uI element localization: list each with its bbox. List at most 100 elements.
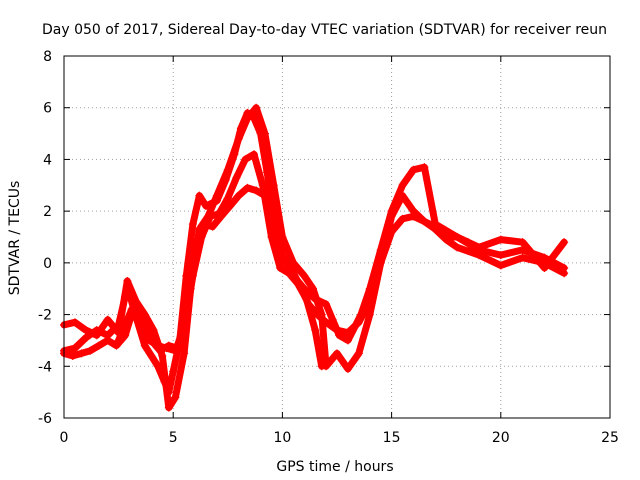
data-point — [453, 233, 462, 241]
data-point — [169, 367, 178, 376]
y-tick-label: 6 — [43, 101, 52, 117]
data-point — [188, 271, 197, 280]
data-point — [147, 351, 156, 360]
data-series — [60, 103, 569, 412]
y-tick-label: -2 — [38, 308, 52, 324]
data-point — [496, 251, 505, 260]
data-point — [94, 341, 103, 350]
data-point — [162, 344, 171, 353]
axis-ticks: 0 5 10 15 20 25 -6 -4 -2 0 2 4 6 8 — [38, 49, 619, 446]
data-point — [171, 346, 180, 355]
data-point — [212, 191, 221, 200]
data-point — [232, 173, 241, 182]
data-point — [269, 181, 278, 190]
data-point — [127, 305, 136, 314]
data-point — [376, 258, 385, 267]
data-point — [343, 328, 352, 337]
plot-frame — [63, 55, 611, 419]
data-point — [103, 336, 112, 345]
data-point — [308, 284, 317, 293]
y-tick-label: 4 — [43, 152, 52, 168]
data-point — [234, 134, 243, 143]
data-point — [252, 186, 261, 195]
data-point — [387, 227, 396, 236]
data-point — [188, 220, 197, 229]
data-point — [322, 300, 331, 309]
data-point — [354, 349, 363, 358]
data-point — [464, 238, 473, 247]
data-point — [68, 351, 77, 360]
data-point — [365, 297, 374, 306]
data-point — [171, 393, 180, 402]
data-point — [540, 258, 549, 267]
data-point — [197, 233, 206, 241]
data-point — [474, 243, 483, 252]
data-point — [86, 346, 95, 355]
data-point — [420, 217, 429, 226]
data-point — [153, 341, 162, 350]
data-point — [234, 191, 243, 200]
data-point — [241, 155, 250, 164]
chart-title: Day 050 of 2017, Sidereal Day-to-day VTE… — [42, 22, 607, 38]
y-axis-label: SDTVAR / TECUs — [7, 181, 23, 296]
y-tick-label: 8 — [43, 49, 52, 65]
x-tick-label: 15 — [383, 430, 401, 446]
data-point — [123, 276, 132, 285]
data-point — [121, 320, 130, 329]
data-point — [300, 271, 309, 280]
data-point — [140, 341, 149, 350]
data-point — [333, 349, 341, 358]
data-point — [215, 209, 224, 218]
data-point — [328, 315, 337, 324]
data-point — [103, 315, 112, 324]
data-point — [276, 264, 285, 273]
y-tick-label: 0 — [43, 256, 52, 272]
data-point — [208, 222, 217, 231]
data-point — [180, 349, 189, 358]
data-point — [354, 318, 363, 327]
data-point — [398, 181, 407, 190]
x-tick-label: 20 — [492, 430, 510, 446]
data-point — [398, 191, 407, 200]
data-point — [311, 326, 320, 335]
data-point — [243, 183, 252, 192]
data-point — [70, 318, 79, 327]
y-tick-label: -4 — [38, 359, 52, 375]
data-point — [180, 323, 189, 332]
data-point — [284, 269, 293, 278]
data-point — [343, 364, 352, 373]
data-point — [243, 114, 252, 123]
data-point — [92, 331, 101, 340]
data-point — [442, 235, 451, 244]
data-point — [496, 261, 505, 270]
data-point — [81, 333, 90, 342]
data-point — [267, 233, 276, 241]
data-point — [398, 214, 407, 223]
data-point — [136, 320, 145, 329]
data-point — [293, 279, 302, 288]
data-point — [313, 310, 322, 319]
y-tick-label: 2 — [43, 204, 52, 220]
data-point — [223, 194, 232, 203]
data-point — [409, 212, 418, 221]
data-point — [81, 326, 90, 335]
x-tick-label: 5 — [169, 430, 178, 446]
y-tick-label: -6 — [38, 411, 52, 427]
data-point — [114, 336, 123, 345]
data-point — [560, 269, 569, 278]
data-point — [223, 165, 232, 174]
x-axis-label: GPS time / hours — [276, 459, 393, 475]
data-point — [195, 191, 204, 200]
data-point — [409, 165, 418, 174]
data-point — [343, 336, 352, 345]
data-point — [70, 344, 79, 353]
data-point — [420, 163, 429, 172]
data-point — [387, 212, 396, 221]
data-point — [474, 251, 483, 260]
data-point — [302, 295, 311, 304]
data-point — [77, 349, 86, 358]
data-point — [431, 225, 440, 234]
data-point — [518, 253, 527, 262]
